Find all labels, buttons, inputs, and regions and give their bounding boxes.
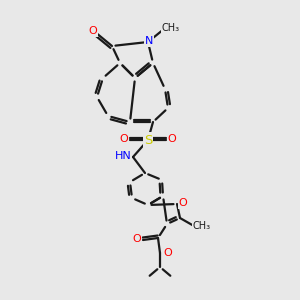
Text: O: O <box>168 134 176 144</box>
Text: CH₃: CH₃ <box>193 221 211 231</box>
Text: O: O <box>120 134 128 144</box>
Text: O: O <box>178 198 188 208</box>
Text: CH₃: CH₃ <box>162 23 180 33</box>
Text: O: O <box>88 26 98 36</box>
Text: O: O <box>133 234 141 244</box>
Text: O: O <box>164 248 172 258</box>
Text: N: N <box>145 36 153 46</box>
Text: S: S <box>144 134 152 146</box>
Text: HN: HN <box>115 151 131 161</box>
